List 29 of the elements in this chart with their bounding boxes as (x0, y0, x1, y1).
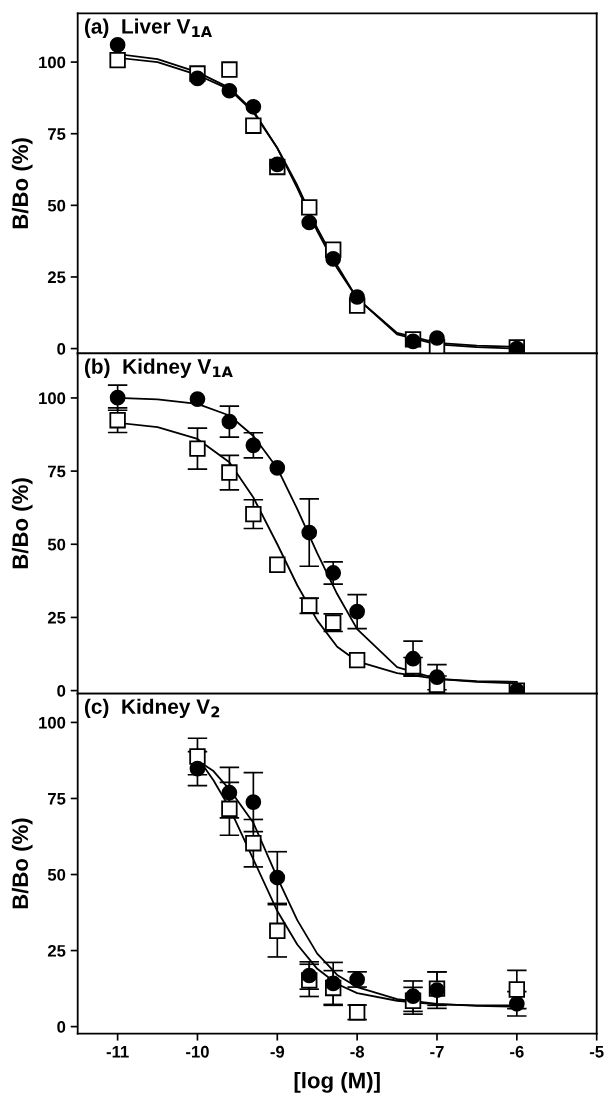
y-axis-title: B/Bo (%) (11, 818, 33, 909)
x-axis-title: [log (M)] (294, 1072, 380, 1093)
y-tick-label: 25 (47, 944, 66, 957)
y-tick-label: 100 (39, 56, 66, 69)
y-tick-label: 0 (57, 685, 66, 697)
y-tick-label: 0 (57, 1021, 66, 1033)
chart-title: (b) Kidney V$_{1A}$ (84, 358, 233, 378)
x-tick-label: -10 (186, 1045, 209, 1058)
y-tick-label: 75 (48, 465, 66, 478)
chart-title: (a) Liver V$_{1A}$ (84, 18, 212, 38)
y-tick-label: 0 (57, 342, 66, 355)
y-tick-label: 25 (47, 611, 66, 624)
chart-title: (c) Kidney V$_{2}$ (84, 698, 220, 719)
y-tick-label: 75 (48, 793, 66, 805)
x-tick-label: -8 (350, 1045, 365, 1058)
y-tick-label: 100 (39, 392, 66, 405)
y-axis-title: B/Bo (%) (11, 138, 33, 229)
y-tick-label: 75 (48, 128, 66, 140)
x-tick-label: -7 (430, 1046, 444, 1058)
y-tick-label: 100 (39, 716, 66, 729)
y-tick-label: 50 (47, 538, 66, 551)
y-tick-label: 50 (47, 199, 66, 212)
y-tick-label: 25 (47, 271, 66, 284)
y-tick-label: 50 (47, 868, 66, 881)
x-tick-label: -11 (106, 1046, 129, 1058)
y-axis-title: B/Bo (%) (11, 478, 33, 569)
x-tick-label: -5 (589, 1046, 604, 1058)
x-tick-label: -6 (510, 1045, 524, 1058)
x-tick-label: -9 (270, 1045, 285, 1058)
